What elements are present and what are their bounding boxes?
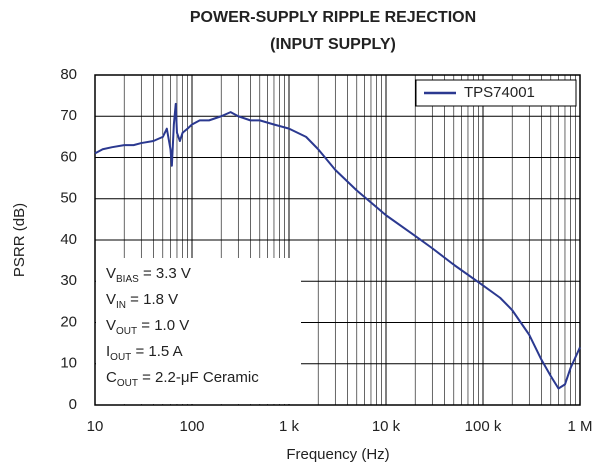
y-tick-label: 50 [60,190,77,207]
y-tick-label: 80 [60,66,77,83]
y-tick-label: 40 [60,231,77,248]
annotation-rest: = 2.2-μF Ceramic [138,369,259,386]
annotation-rest: = 1.5 A [131,343,182,360]
y-tick-label: 30 [60,272,77,289]
chart-title: (INPUT SUPPLY) [270,36,396,53]
annotation-rest: = 1.8 V [126,291,178,308]
annotation-rest: = 3.3 V [139,265,191,282]
plot-frame [94,74,581,406]
y-tick-label: 0 [69,396,77,413]
x-tick-label: 10 [87,418,104,435]
x-tick-label: 100 [179,418,204,435]
y-tick-label: 20 [60,313,77,330]
annotation-box [96,258,301,404]
chart-title: POWER-SUPPLY RIPPLE REJECTION [190,9,476,26]
data-line [94,102,581,390]
annotation: VBIAS = 3.3 V [106,265,191,285]
annotation-sub: OUT [117,378,138,389]
y-tick-label: 10 [60,355,77,372]
x-tick-label: 1 k [279,418,300,435]
y-tick-label: 70 [60,107,77,124]
annotation-main: C [106,369,117,386]
annotation-sub: OUT [110,352,131,363]
annotation: COUT = 2.2-μF Ceramic [106,369,259,389]
y-tick-label: 60 [60,148,77,165]
y-axis-label: PSRR (dB) [11,203,28,277]
annotation-main: V [106,317,116,334]
annotation-main: I [106,343,110,360]
annotation-sub: IN [116,300,126,311]
x-axis-label: Frequency (Hz) [286,446,389,463]
annotation-main: V [106,291,116,308]
annotation: VOUT = 1.0 V [106,317,189,337]
legend-label: TPS74001 [464,84,535,101]
annotation-sub: OUT [116,326,137,337]
x-tick-label: 10 k [372,418,401,435]
x-tick-label: 1 M [567,418,592,435]
annotation-rest: = 1.0 V [137,317,189,334]
annotation: VIN = 1.8 V [106,291,178,311]
annotation: IOUT = 1.5 A [106,343,183,363]
annotation-main: V [106,265,116,282]
annotation-sub: BIAS [116,274,139,285]
x-tick-label: 100 k [465,418,502,435]
